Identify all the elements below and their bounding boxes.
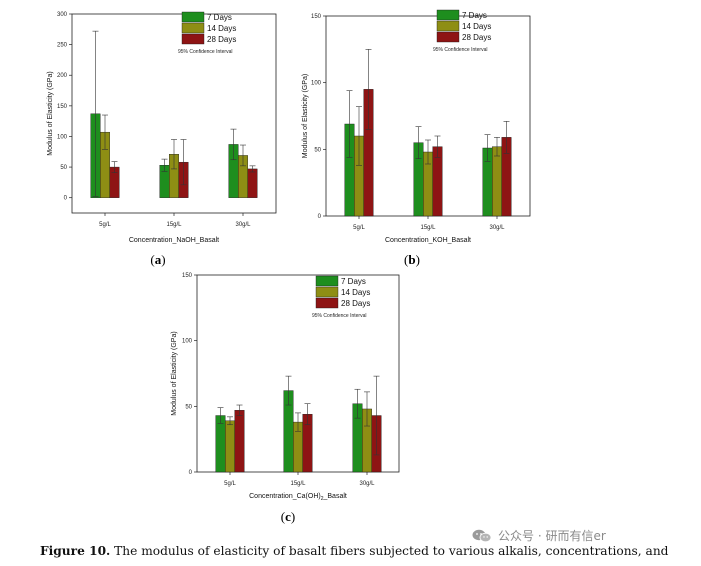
x-axis-label-main: Concentration_NaOH_Basalt	[129, 237, 219, 244]
watermark-text: 公众号 · 研而有信er	[498, 529, 606, 543]
y-tick-label: 250	[57, 43, 68, 49]
y-tick-label: 150	[182, 273, 193, 279]
legend-swatch	[181, 22, 205, 34]
panel-paren-close: )	[416, 252, 420, 267]
legend: 7 Days 14 Days 28 Days 95% Confidence Inter…	[312, 275, 370, 319]
y-axis-label: Modulus of Elasticity (GPa)	[302, 74, 309, 158]
legend-ci-note: 95% Confidence Interval	[178, 49, 232, 55]
legend-swatch	[436, 9, 460, 21]
y-tick-label: 200	[57, 73, 68, 79]
legend: 7 Days 14 Days 28 Days 95% Confidence Inter…	[178, 11, 236, 55]
y-tick-label: 50	[314, 147, 321, 153]
bar	[225, 420, 235, 473]
x-axis-label: Concentration_Ca(OH)2_Basalt	[249, 493, 347, 502]
legend-label: 7 Days	[207, 13, 232, 22]
bar	[492, 146, 502, 217]
legend-ci-note: 95% Confidence Interval	[433, 47, 487, 53]
x-tick-label: 5g/L	[224, 481, 236, 487]
legend-label: 7 Days	[341, 277, 366, 286]
legend-label: 7 Days	[462, 11, 487, 20]
x-axis-label-tail: _Basalt	[323, 493, 347, 500]
x-tick-label: 15g/L	[290, 481, 306, 487]
legend-label: 14 Days	[341, 288, 370, 297]
legend-label: 28 Days	[341, 299, 370, 308]
panel-label: (c)	[281, 509, 295, 524]
chart-c: 0 50 100 150 Modulus of Elasticity (GPa) 5g/L…	[171, 273, 400, 524]
bar	[247, 168, 258, 198]
panel-label: (a)	[150, 252, 165, 267]
y-tick-label: 300	[57, 12, 68, 18]
y-tick-label: 150	[311, 14, 322, 20]
figure-caption: Figure 10. The modulus of elasticity of …	[40, 544, 700, 558]
y-tick-label: 150	[57, 104, 68, 110]
legend-swatch	[436, 31, 460, 43]
legend-swatch	[436, 20, 460, 32]
legend-swatch	[315, 275, 339, 287]
chart-b: 0 50 100 150 Modulus of Elasticity (GPa) 5g/L…	[302, 9, 531, 267]
x-axis-label: Concentration_KOH_Basalt	[385, 237, 471, 244]
panel-letter: a	[155, 252, 162, 267]
x-tick-label: 5g/L	[353, 225, 365, 231]
y-tick-label: 50	[185, 404, 192, 410]
x-tick-label: 15g/L	[166, 222, 182, 228]
watermark: 公众号 · 研而有信er	[472, 527, 606, 544]
legend-ci-note: 95% Confidence Interval	[312, 313, 366, 319]
legend-label: 28 Days	[207, 35, 236, 44]
x-tick-label: 30g/L	[359, 481, 375, 487]
bar	[234, 410, 245, 473]
y-tick-label: 50	[60, 165, 67, 171]
legend-swatch	[315, 297, 339, 309]
y-axis-label: Modulus of Elasticity (GPa)	[47, 71, 54, 155]
caption-text: The modulus of elasticity of basalt fibe…	[114, 544, 669, 558]
panel-paren-open: (	[150, 252, 154, 267]
x-axis-label-subscript: 2	[321, 496, 324, 502]
panel-paren-close: )	[291, 509, 295, 524]
chart-a: 0 50 100 150 200 250 300 Modulus of Elasticity …	[47, 11, 277, 267]
legend-label: 14 Days	[207, 24, 236, 33]
panel-paren-open: (	[404, 252, 408, 267]
panel-paren-close: )	[161, 252, 165, 267]
legend: 7 Days 14 Days 28 Days 95% Confidence Inter…	[433, 9, 491, 53]
legend-swatch	[181, 11, 205, 23]
y-tick-label: 0	[318, 214, 322, 220]
x-tick-label: 5g/L	[99, 222, 111, 228]
y-axis-label: Modulus of Elasticity (GPa)	[171, 331, 178, 415]
legend-swatch	[315, 286, 339, 298]
x-axis-label-main: Concentration_KOH_Basalt	[385, 237, 471, 244]
panel-paren-open: (	[281, 509, 285, 524]
bar	[215, 415, 226, 473]
legend-label: 28 Days	[462, 33, 491, 42]
y-tick-label: 100	[57, 134, 68, 140]
x-axis-label: Concentration_NaOH_Basalt	[129, 237, 219, 244]
x-tick-label: 30g/L	[235, 222, 251, 228]
x-axis-label-main: Concentration_Ca(OH)	[249, 493, 321, 500]
y-tick-label: 0	[189, 470, 193, 476]
y-tick-label: 0	[64, 196, 68, 202]
panel-letter: c	[285, 509, 291, 524]
y-tick-label: 100	[311, 81, 322, 87]
legend-label: 14 Days	[462, 22, 491, 31]
x-tick-label: 15g/L	[420, 225, 436, 231]
y-tick-label: 100	[182, 339, 193, 345]
panel-label: (b)	[404, 252, 420, 267]
x-tick-label: 30g/L	[489, 225, 505, 231]
wechat-icon	[472, 529, 492, 542]
panel-letter: b	[408, 252, 415, 267]
caption-label: Figure 10.	[40, 544, 111, 558]
legend-swatch	[181, 33, 205, 45]
